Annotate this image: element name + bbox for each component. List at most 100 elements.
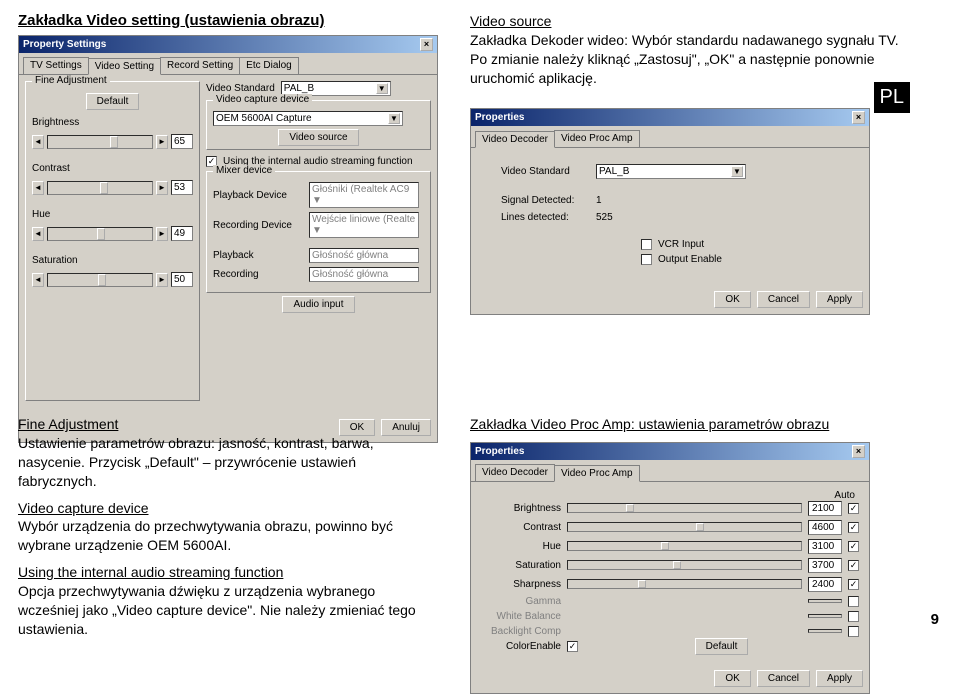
capture-device-value: OEM 5600AI Capture	[216, 113, 312, 124]
contrast-label: Contrast	[481, 522, 561, 533]
properties-window-decoder: Properties × Video Decoder Video Proc Am…	[470, 108, 870, 315]
video-source-text: Zakładka Dekoder wideo: Wybór standardu …	[470, 32, 899, 86]
hue-label: Hue	[481, 541, 561, 552]
colorenable-label: ColorEnable	[481, 641, 561, 652]
close-icon[interactable]: ×	[852, 445, 865, 458]
vcd-text: Wybór urządzenia do przechwytywania obra…	[18, 518, 393, 553]
tab-etc-dialog[interactable]: Etc Dialog	[239, 57, 299, 74]
video-standard-label: Video Standard	[206, 83, 275, 94]
output-enable-checkbox[interactable]	[641, 254, 652, 265]
dec-button[interactable]: ◄	[32, 181, 44, 195]
audio-input-button[interactable]: Audio input	[282, 296, 354, 313]
playback-dropdown[interactable]: Głośność główna	[309, 248, 419, 263]
auto-checkbox[interactable]	[848, 541, 859, 552]
contrast-label: Contrast	[32, 163, 86, 174]
output-enable-label: Output Enable	[658, 254, 722, 265]
auto-checkbox[interactable]	[848, 522, 859, 533]
tab-record-setting[interactable]: Record Setting	[160, 57, 240, 74]
capture-device-dropdown[interactable]: OEM 5600AI Capture ▼	[213, 111, 403, 126]
recording-device-label: Recording Device	[213, 220, 303, 231]
auto-checkbox[interactable]	[848, 596, 859, 607]
window-title: Properties	[475, 446, 524, 457]
tabbar: Video Decoder Video Proc Amp	[471, 126, 869, 148]
dec-button[interactable]: ◄	[32, 273, 44, 287]
video-standard-value: PAL_B	[599, 166, 629, 177]
button-row: OK Cancel Apply	[471, 285, 869, 314]
default-button[interactable]: Default	[86, 93, 140, 110]
playback-label: Playback	[213, 250, 303, 261]
recording-device-dropdown[interactable]: Wejście liniowe (Realte ▼	[309, 212, 419, 238]
backlight-value	[808, 629, 842, 633]
slider-track[interactable]	[567, 560, 802, 570]
apply-button[interactable]: Apply	[816, 291, 863, 308]
video-standard-label: Video Standard	[501, 166, 596, 177]
video-source-button[interactable]: Video source	[278, 129, 358, 146]
hue-value: 3100	[808, 539, 842, 554]
vcr-input-checkbox[interactable]	[641, 239, 652, 250]
auto-checkbox[interactable]	[848, 560, 859, 571]
inc-button[interactable]: ►	[156, 227, 168, 241]
inc-button[interactable]: ►	[156, 135, 168, 149]
ok-button[interactable]: OK	[714, 291, 750, 308]
slider-track[interactable]	[47, 181, 153, 195]
cancel-button[interactable]: Cancel	[757, 291, 810, 308]
video-source-heading: Video source	[470, 13, 551, 29]
recording-label: Recording	[213, 269, 303, 280]
backlight-label: Backlight Comp	[481, 626, 561, 637]
auto-checkbox[interactable]	[848, 503, 859, 514]
brightness-value: 65	[171, 134, 193, 149]
playback-device-dropdown[interactable]: Głośniki (Realtek AC9 ▼	[309, 182, 419, 208]
recording-dropdown[interactable]: Głośność główna	[309, 267, 419, 282]
slider-track[interactable]	[567, 579, 802, 589]
colorenable-checkbox[interactable]	[567, 641, 578, 652]
tab-video-proc-amp[interactable]: Video Proc Amp	[554, 130, 640, 147]
inc-button[interactable]: ►	[156, 181, 168, 195]
dec-button[interactable]: ◄	[32, 227, 44, 241]
contrast-value: 4600	[808, 520, 842, 535]
auto-checkbox[interactable]	[848, 611, 859, 622]
ok-button[interactable]: OK	[714, 670, 750, 687]
slider-track[interactable]	[47, 273, 153, 287]
saturation-label: Saturation	[32, 255, 86, 266]
pl-badge: PL	[874, 82, 910, 113]
auto-checkbox[interactable]	[848, 626, 859, 637]
video-source-intro: Video source Zakładka Dekoder wideo: Wyb…	[470, 12, 910, 88]
brightness-label: Brightness	[32, 117, 86, 128]
button-row: OK Cancel Apply	[471, 664, 869, 693]
close-icon[interactable]: ×	[852, 111, 865, 124]
slider-track[interactable]	[567, 522, 802, 532]
auto-checkbox[interactable]	[848, 579, 859, 590]
slider-track[interactable]	[567, 541, 802, 551]
tab-tv-settings[interactable]: TV Settings	[23, 57, 89, 74]
tab-video-decoder[interactable]: Video Decoder	[475, 131, 555, 148]
saturation-value: 50	[171, 272, 193, 287]
slider-track[interactable]	[47, 227, 153, 241]
signal-detected-label: Signal Detected:	[501, 195, 596, 206]
asf-text: Opcja przechwytywania dźwięku z urządzen…	[18, 583, 416, 637]
video-standard-dropdown[interactable]: PAL_B ▼	[596, 164, 746, 179]
default-button[interactable]: Default	[695, 638, 749, 655]
tab-video-decoder[interactable]: Video Decoder	[475, 464, 555, 481]
auto-label: Auto	[481, 490, 859, 501]
slider-track[interactable]	[567, 503, 802, 513]
slider-track[interactable]	[47, 135, 153, 149]
fine-adjustment-heading: Fine Adjustment	[18, 416, 118, 432]
dec-button[interactable]: ◄	[32, 135, 44, 149]
vcr-input-label: VCR Input	[658, 239, 704, 250]
mixer-legend: Mixer device	[213, 165, 275, 176]
tabbar: Video Decoder Video Proc Amp	[471, 460, 869, 482]
page-number: 9	[931, 611, 939, 628]
lines-detected-value: 525	[596, 212, 613, 223]
tab-video-setting[interactable]: Video Setting	[88, 58, 161, 75]
lines-detected-label: Lines detected:	[501, 212, 596, 223]
hue-value: 49	[171, 226, 193, 241]
tab-video-proc-amp[interactable]: Video Proc Amp	[554, 465, 640, 482]
fine-adjustment-group: Fine Adjustment Default Brightness ◄ ► 6…	[25, 81, 200, 401]
apply-button[interactable]: Apply	[816, 670, 863, 687]
cancel-button[interactable]: Cancel	[757, 670, 810, 687]
window-body: Video Standard PAL_B ▼ Signal Detected:1…	[471, 148, 869, 285]
close-icon[interactable]: ×	[420, 38, 433, 51]
inc-button[interactable]: ►	[156, 273, 168, 287]
video-setting-heading: Zakładka Video setting (ustawienia obraz…	[18, 12, 438, 29]
vcd-heading: Video capture device	[18, 500, 149, 516]
